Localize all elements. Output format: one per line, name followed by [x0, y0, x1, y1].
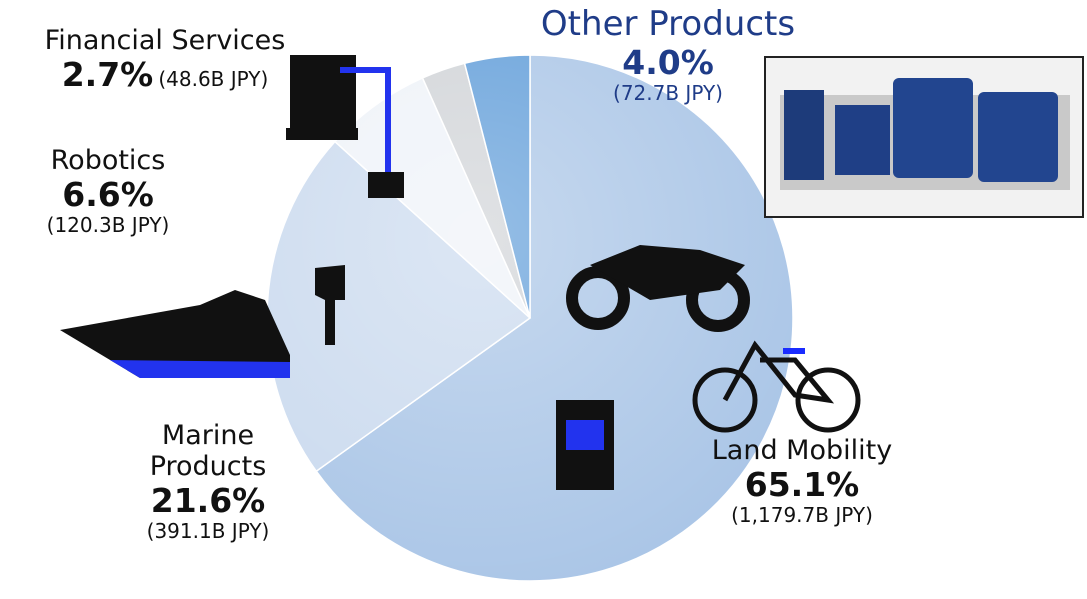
- category-label: Other Products: [508, 5, 828, 44]
- boat: [110, 360, 290, 378]
- amount-label: (391.1B JPY): [108, 520, 308, 543]
- robot: [368, 172, 404, 198]
- category-label: Land Mobility: [672, 435, 932, 466]
- amount-label: (1,179.7B JPY): [672, 504, 932, 527]
- category-label: Robotics: [8, 145, 208, 176]
- category-label: Marine Products: [108, 420, 308, 482]
- robot: [286, 128, 358, 140]
- bicycle: [783, 348, 805, 354]
- photo-tank: [835, 105, 890, 175]
- photo-tank: [893, 78, 973, 178]
- photo-tank: [978, 92, 1058, 182]
- value-label: 2.7%: [62, 55, 154, 94]
- category-label: Financial Services: [5, 25, 325, 56]
- page: Land Mobility65.1%(1,179.7B JPY) Marine P…: [0, 0, 1087, 599]
- value-label: 4.0%: [508, 44, 828, 82]
- value-row: 2.7% (48.6B JPY): [5, 56, 325, 94]
- amount-label: (48.6B JPY): [158, 67, 268, 91]
- value-label: 21.6%: [108, 482, 308, 520]
- utv: [566, 420, 604, 450]
- amount-label: (120.3B JPY): [8, 214, 208, 237]
- value-label: 65.1%: [672, 466, 932, 504]
- amount-label: (72.7B JPY): [508, 82, 828, 105]
- value-label: 6.6%: [8, 176, 208, 214]
